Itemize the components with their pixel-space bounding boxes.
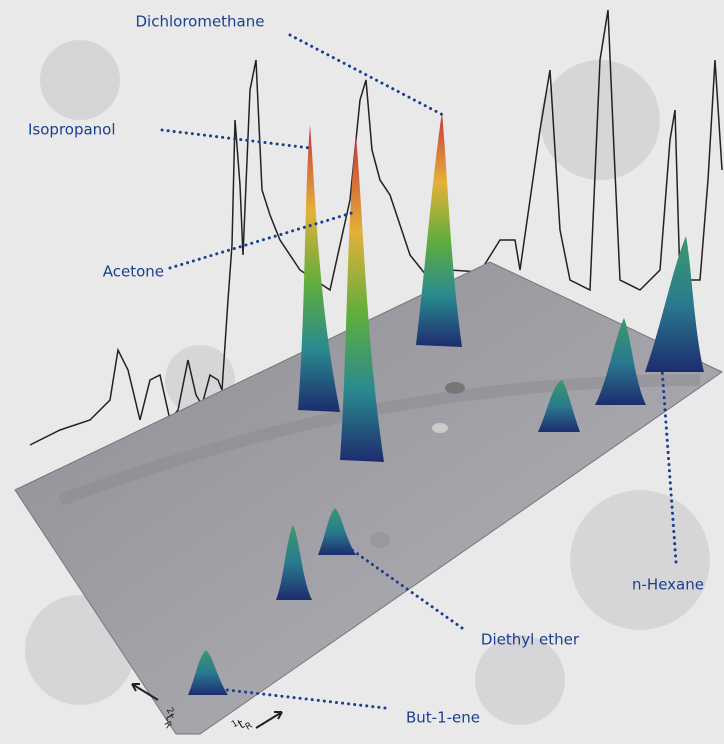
axis-label-base: t (161, 711, 177, 723)
label: Isopropanol (28, 121, 116, 139)
peaks (188, 112, 704, 695)
axis-label: 2tR (156, 706, 181, 730)
peak-but-1-ene (188, 650, 228, 695)
leader-n-hexane (660, 366, 678, 564)
leader-acetone (168, 210, 357, 270)
axis-label-sup: 1 (230, 719, 240, 731)
leader-lines (160, 33, 678, 710)
minor-bump (445, 382, 465, 394)
peak-small (595, 318, 646, 405)
axis-label: 1tR (230, 713, 254, 738)
axis-label-sup: 2 (164, 706, 176, 716)
axis-arrow (255, 711, 283, 729)
peak-dichloromethane (416, 112, 462, 347)
axis-arrow (131, 683, 159, 701)
peak-small (538, 380, 580, 432)
peak-isopropanol (298, 125, 340, 412)
axis-label-base: t (235, 717, 247, 733)
peak-n-hexane (645, 236, 704, 372)
minor-bump (370, 532, 390, 548)
peak-small (276, 525, 312, 600)
2d-plane (14, 261, 723, 735)
leader-diethyl-ether (343, 543, 464, 630)
peak-diethyl-ether (318, 508, 356, 555)
label: n-Hexane (632, 576, 704, 594)
leader-isopropanol (160, 128, 312, 150)
minor-bump (432, 423, 448, 433)
axis-label-sub: R (161, 720, 173, 730)
plane-ridge (57, 374, 701, 506)
leader-but-1-ene (208, 686, 387, 710)
axis-label-sub: R (244, 721, 254, 733)
leader-dichloromethane (288, 33, 445, 117)
label: Dichloromethane (136, 13, 265, 31)
label: But-1-ene (406, 709, 480, 727)
label: Diethyl ether (481, 631, 580, 649)
axis-arrows: 2tR 1tR (131, 683, 283, 738)
label: Acetone (103, 263, 164, 281)
peak-acetone (340, 135, 384, 462)
